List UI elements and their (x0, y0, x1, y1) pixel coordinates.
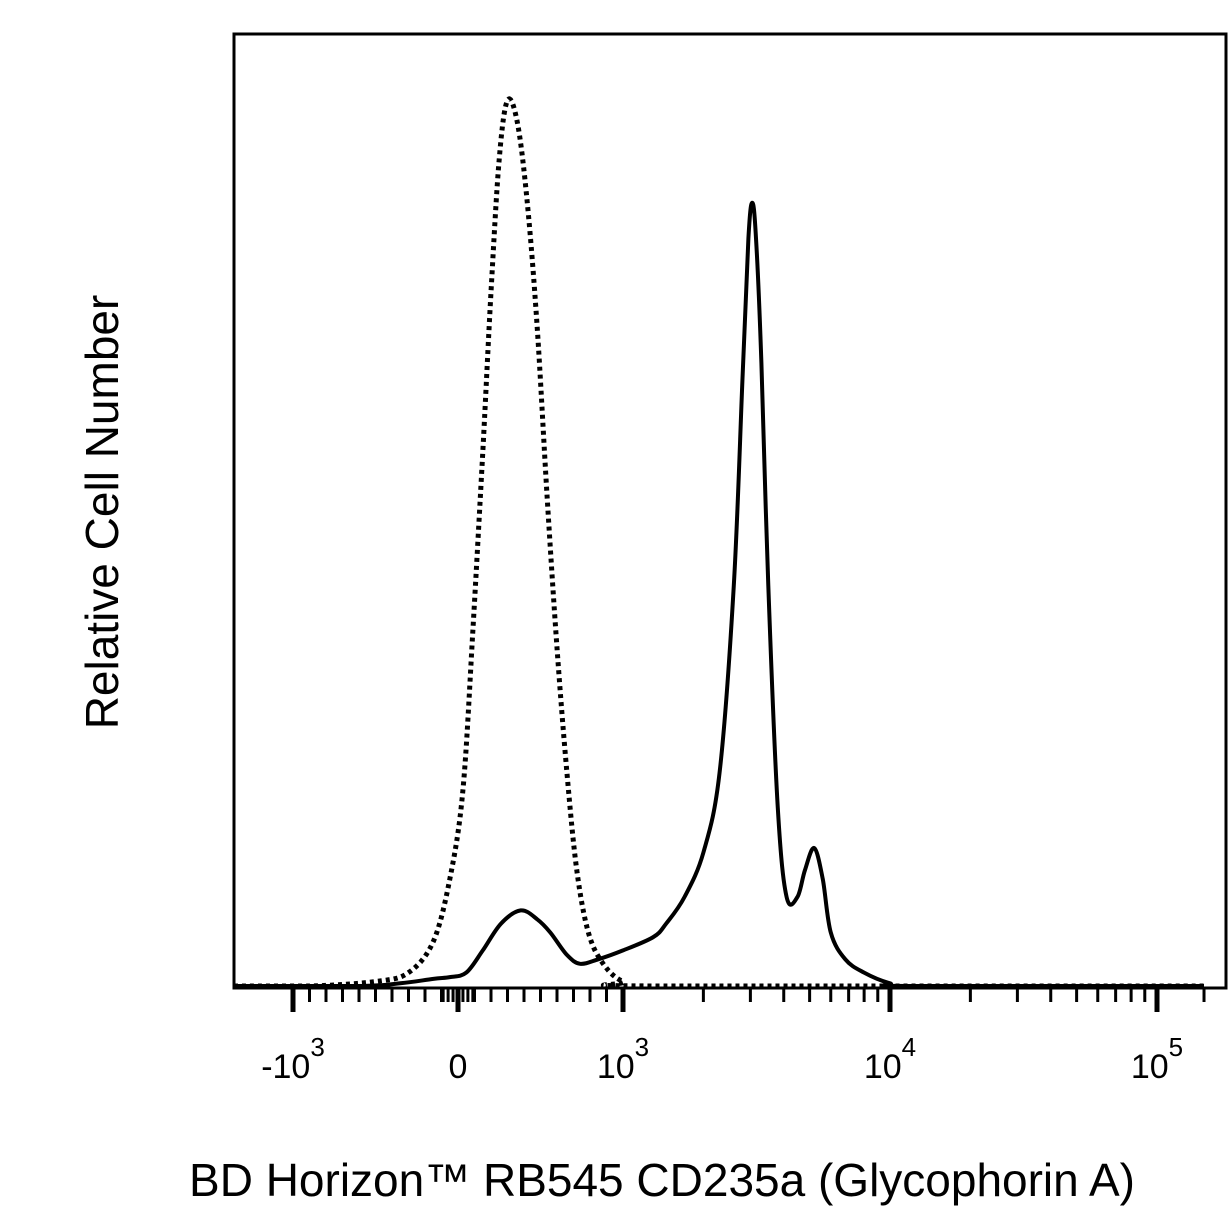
x-tick-label: 104 (864, 1032, 916, 1086)
x-tick-label: -103 (261, 1032, 325, 1086)
x-tick-label: 103 (597, 1032, 649, 1086)
x-tick-label-base: 10 (1131, 1048, 1169, 1086)
histogram-series-dotted (233, 96, 1204, 989)
x-tick-label-base: 10 (864, 1048, 902, 1086)
x-tick-label-exponent: 4 (902, 1032, 916, 1062)
y-axis-label: Relative Cell Number (76, 295, 128, 730)
x-tick-label-base: 10 (597, 1048, 635, 1086)
x-tick-label-exponent: 3 (310, 1032, 324, 1062)
x-tick-label-exponent: 3 (635, 1032, 649, 1062)
plot-area (232, 32, 1228, 990)
x-tick-label-base: 0 (449, 1048, 468, 1086)
plot-frame (232, 32, 1228, 990)
x-axis-ticks (290, 988, 1206, 1012)
x-tick-label-base: -10 (261, 1048, 310, 1086)
x-tick-label: 105 (1131, 1032, 1183, 1086)
x-tick-label: 0 (449, 1048, 468, 1086)
histogram-series-solid (233, 200, 1204, 989)
x-axis-label: BD Horizon™ RB545 CD235a (Glycophorin A) (189, 1154, 1135, 1206)
x-tick-label-exponent: 5 (1169, 1032, 1183, 1062)
